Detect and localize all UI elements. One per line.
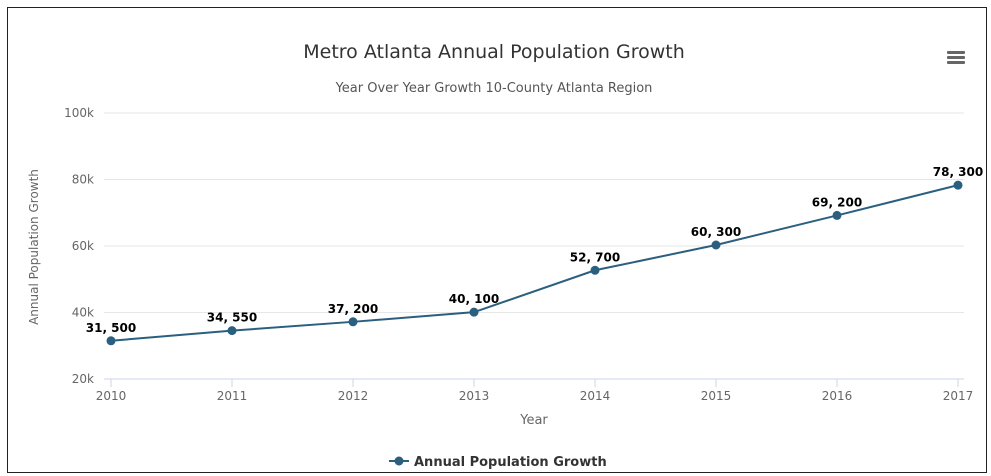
legend-point-marker (394, 456, 404, 466)
data-point[interactable] (106, 336, 116, 346)
y-tick-label: 20k (72, 372, 94, 386)
data-point[interactable] (832, 210, 842, 220)
series-line (110, 184, 959, 342)
x-tick-label: 2017 (943, 389, 974, 403)
chart-subtitle: Year Over Year Growth 10-County Atlanta … (335, 81, 653, 96)
data-label: 31, 500 (86, 321, 136, 335)
menu-bar-top (947, 51, 965, 54)
data-point[interactable] (711, 240, 721, 250)
data-point[interactable] (469, 307, 479, 317)
data-label: 78, 300 (933, 165, 983, 179)
chart-title: Metro Atlanta Annual Population Growth (303, 41, 685, 63)
legend[interactable]: Annual Population Growth (389, 455, 607, 470)
x-tick-label: 2016 (822, 389, 853, 403)
x-tick-label: 2012 (338, 389, 369, 403)
data-point[interactable] (590, 265, 600, 275)
series-annual-population-growth[interactable]: 31, 500 34, 550 37, 200 40, 100 52, 700 60, 3… (86, 165, 983, 346)
data-label: 40, 100 (449, 292, 499, 306)
x-tick-label: 2015 (701, 389, 732, 403)
legend-label[interactable]: Annual Population Growth (414, 455, 607, 470)
chart-frame: Metro Atlanta Annual Population Growth Y… (7, 7, 987, 473)
x-axis: 2010 2011 2012 2013 2014 2015 2016 2017 (96, 378, 974, 403)
menu-bar-middle (947, 56, 965, 59)
y-tick-label: 40k (72, 306, 94, 320)
y-tick-label: 80k (72, 173, 94, 187)
data-label: 69, 200 (812, 195, 862, 209)
data-point[interactable] (227, 326, 237, 336)
data-point[interactable] (348, 317, 358, 327)
x-tick-label: 2011 (217, 389, 248, 403)
x-tick-label: 2014 (580, 389, 611, 403)
x-tick-label: 2013 (459, 389, 490, 403)
y-tick-label: 100k (64, 106, 94, 120)
y-axis-ticks: 20k 40k 60k 80k 100k (64, 106, 94, 386)
data-label: 60, 300 (691, 225, 741, 239)
grid-lines (104, 112, 964, 313)
x-tick-label: 2010 (96, 389, 127, 403)
data-label: 37, 200 (328, 302, 378, 316)
x-axis-title: Year (519, 413, 548, 428)
line-chart: Metro Atlanta Annual Population Growth Y… (27, 41, 983, 470)
menu-bar-bottom (947, 61, 965, 64)
y-axis-title: Annual Population Growth (27, 169, 41, 325)
y-tick-label: 60k (72, 239, 94, 253)
data-point[interactable] (953, 180, 963, 190)
hamburger-menu-icon[interactable] (945, 49, 967, 71)
data-label: 34, 550 (207, 311, 257, 325)
data-label: 52, 700 (570, 250, 620, 264)
